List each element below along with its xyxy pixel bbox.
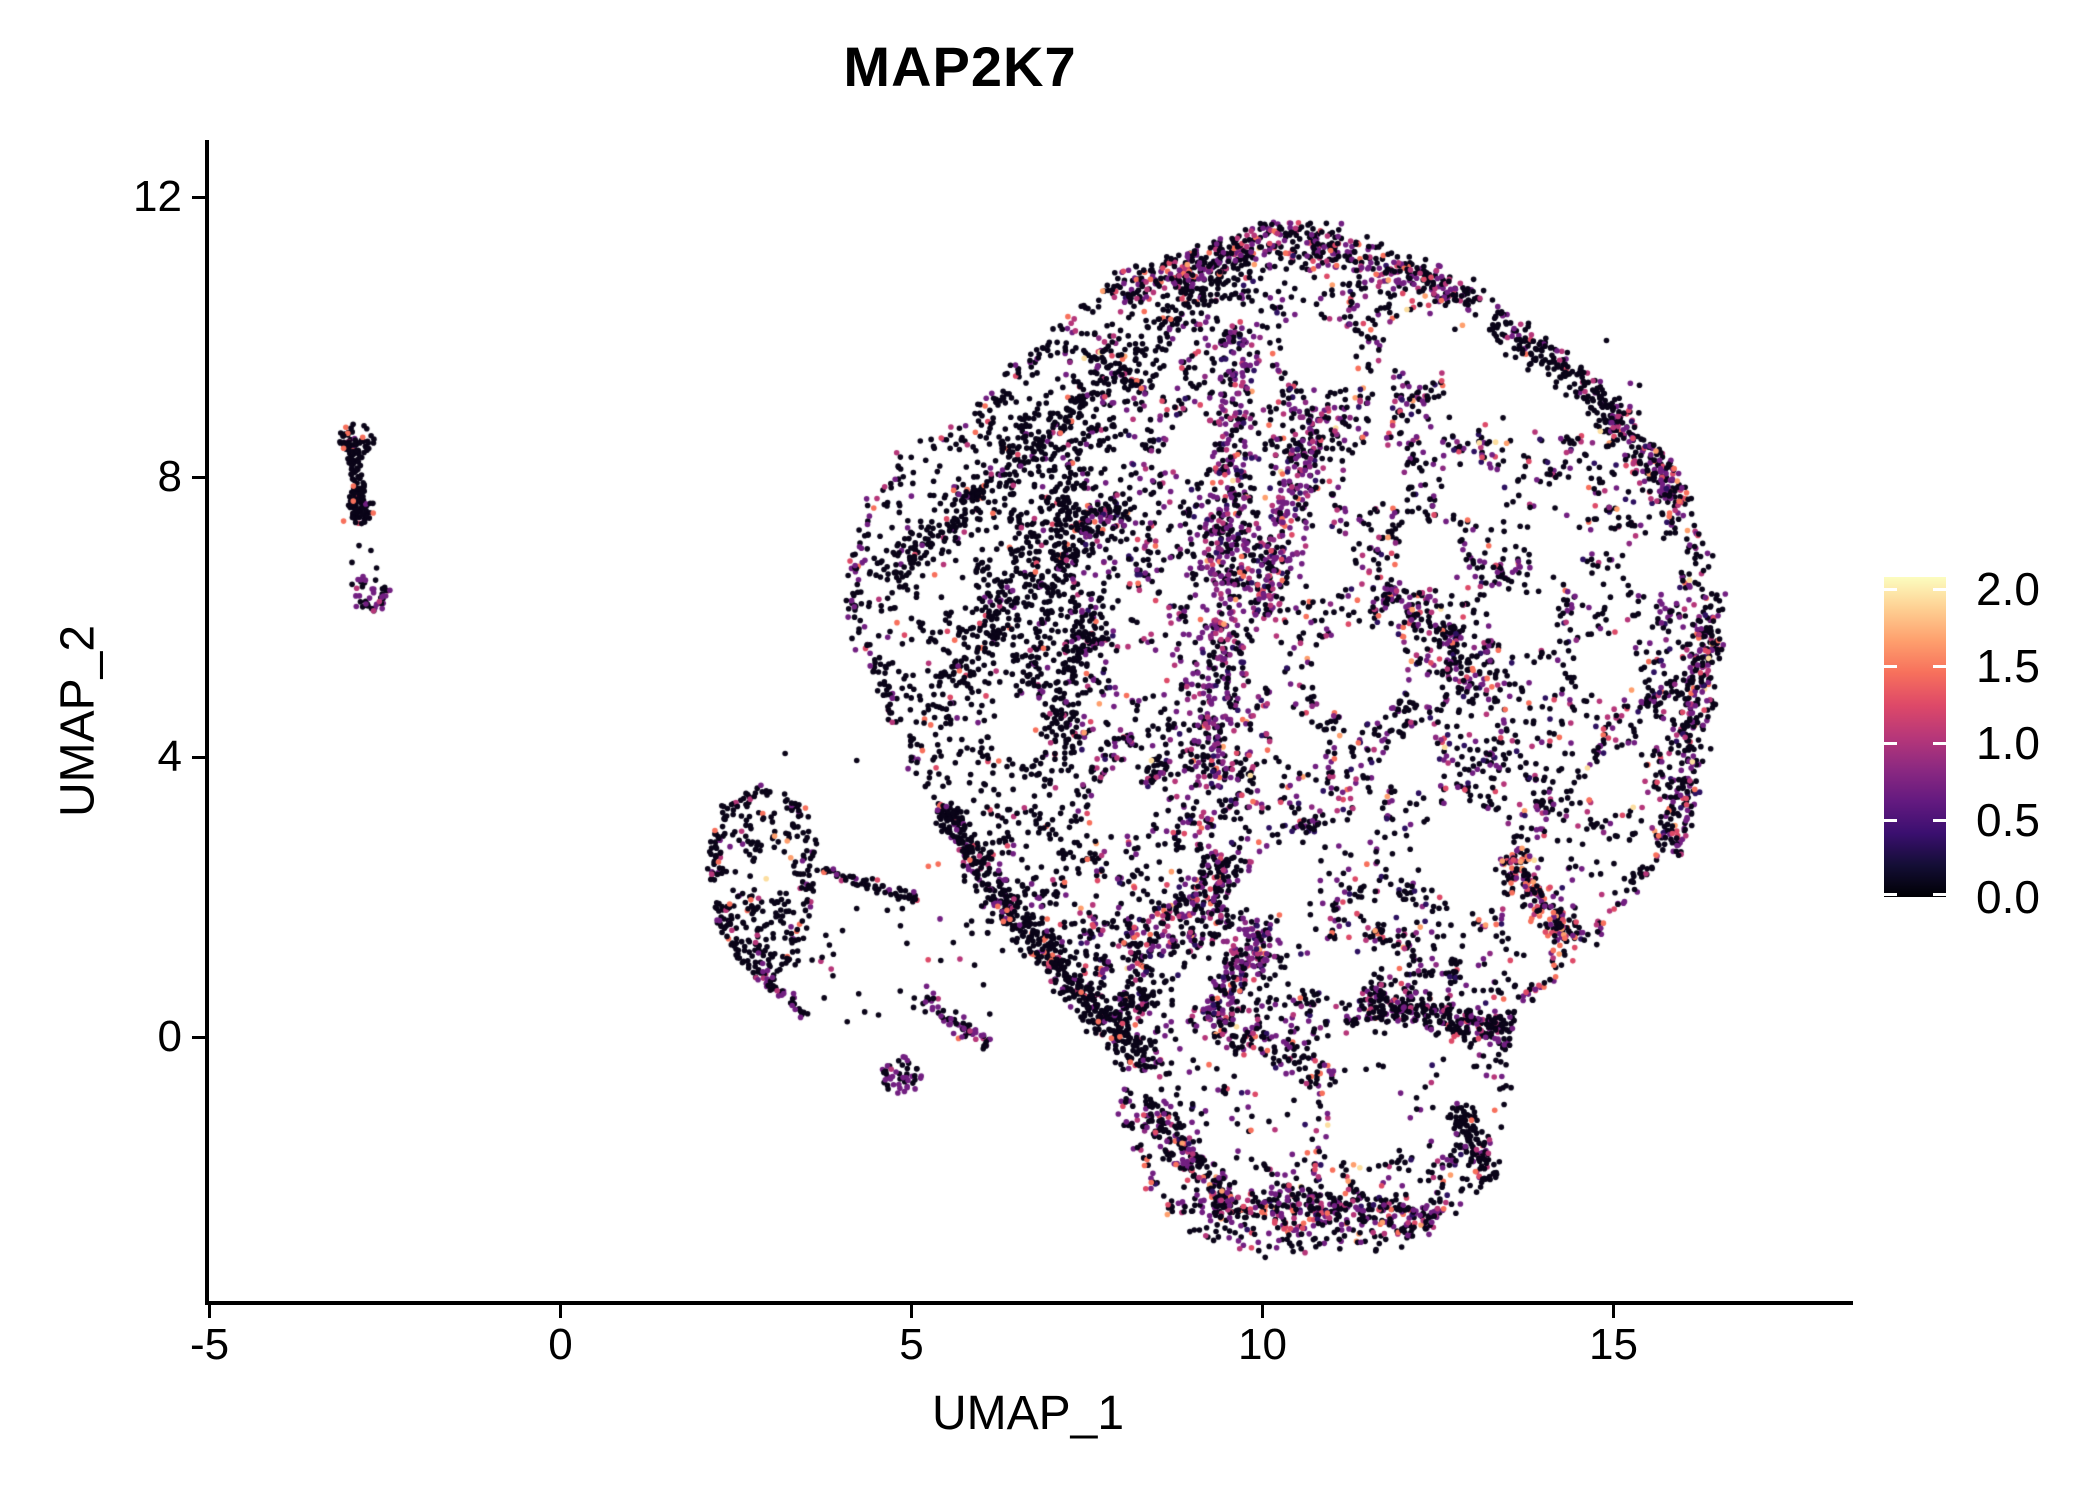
- colorbar-tick-label: 2.0: [1976, 563, 2040, 615]
- x-tick-mark: [910, 1305, 913, 1318]
- y-tick-mark: [192, 1035, 205, 1039]
- y-tick-mark: [192, 195, 205, 199]
- y-tick-mark: [192, 475, 205, 479]
- y-axis-label: UMAP_2: [51, 624, 105, 818]
- colorbar-tick-mark: [1884, 892, 1897, 896]
- colorbar-tick-mark: [1884, 664, 1897, 668]
- colorbar-tick-label: 0.0: [1976, 871, 2040, 923]
- y-tick-label: 0: [157, 1012, 182, 1061]
- colorbar-tick-mark: [1933, 818, 1946, 822]
- colorbar-tick-mark: [1884, 587, 1897, 591]
- colorbar-tick-label: 0.5: [1976, 794, 2040, 846]
- colorbar-tick-mark: [1933, 892, 1946, 896]
- y-axis-line: [205, 140, 209, 1305]
- colorbar-tick-label: 1.5: [1976, 640, 2040, 692]
- y-tick-label: 8: [157, 452, 182, 501]
- colorbar-tick-mark: [1884, 818, 1897, 822]
- colorbar-tick-mark: [1884, 741, 1897, 745]
- y-tick-label: 4: [157, 732, 182, 781]
- y-tick-label: 12: [133, 172, 182, 221]
- x-tick-label: 5: [899, 1320, 924, 1369]
- colorbar-tick-mark: [1933, 587, 1946, 591]
- x-tick-mark: [1612, 1305, 1615, 1318]
- x-tick-mark: [208, 1305, 211, 1318]
- plot-title: MAP2K7: [843, 35, 1077, 98]
- y-tick-mark: [192, 755, 205, 759]
- x-tick-label: 10: [1238, 1320, 1287, 1369]
- colorbar-tick-mark: [1933, 664, 1946, 668]
- x-tick-label: 15: [1589, 1320, 1638, 1369]
- colorbar-gradient: [1884, 577, 1946, 897]
- x-axis-line: [205, 1301, 1853, 1305]
- x-tick-mark: [559, 1305, 562, 1318]
- colorbar-tick-label: 1.0: [1976, 717, 2040, 769]
- x-tick-mark: [1261, 1305, 1264, 1318]
- x-axis-label: UMAP_1: [931, 1387, 1125, 1440]
- x-tick-label: -5: [189, 1320, 230, 1369]
- colorbar-tick-mark: [1933, 741, 1946, 745]
- x-tick-label: 0: [548, 1320, 573, 1369]
